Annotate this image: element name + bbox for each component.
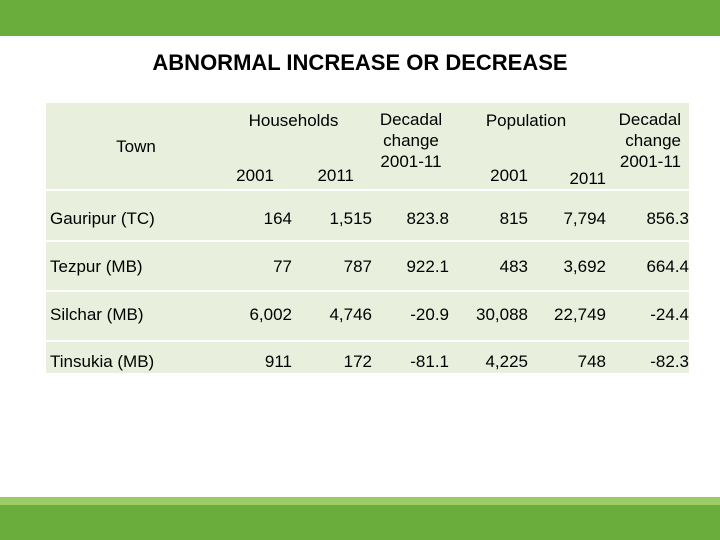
row-divider [46,290,689,292]
header-households: Households [248,111,339,130]
pop-2011-value: 22,749 [554,305,606,324]
hh-change-value: 922.1 [406,257,449,276]
town-name: Gauripur (TC) [50,209,155,228]
header-town: Town [116,137,156,156]
header-pop-2001: 2001 [490,166,528,185]
hh-change-value: -81.1 [410,352,449,371]
pop-2001-value: 483 [499,257,528,276]
hh-2011-value: 1,515 [329,209,372,228]
pop-2011-value: 3,692 [563,257,606,276]
bottom-accent-bar [0,505,720,540]
header-pop-decadal-change: Decadal change 2001-11 [618,110,681,171]
header-population: Population [485,111,567,130]
pop-2011-value: 7,794 [563,209,606,228]
top-accent-bar [0,0,720,36]
row-divider [46,240,689,242]
town-name: Tezpur (MB) [50,257,143,276]
hh-2011-value: 172 [343,352,372,371]
pop-2001-value: 4,225 [485,352,528,371]
header-pop-2011: 2011 [569,169,606,188]
hh-2001-value: 911 [264,352,292,371]
hh-2001-value: 77 [273,257,292,276]
hh-change-value: -20.9 [410,305,449,324]
header-hh-2011: 2011 [317,166,354,185]
header-hh-2001: 2001 [236,166,274,185]
pop-change-value: 856.3 [646,209,689,228]
pop-change-value: 664.4 [646,257,689,276]
hh-2011-value: 4,746 [329,305,372,324]
header-hh-decadal-change: Decadal change 2001-11 [379,110,443,171]
pop-2011-value: 748 [577,352,606,371]
slide-title: ABNORMAL INCREASE OR DECREASE [152,50,568,75]
pop-2001-value: 30,088 [476,305,528,324]
hh-2011-value: 787 [343,257,372,276]
hh-change-value: 823.8 [406,209,449,228]
bottom-accent-stripe [0,497,720,505]
hh-2001-value: 6,002 [249,305,292,324]
town-name: Tinsukia (MB) [50,352,155,371]
data-table: Town Households Decadal change 2001-11 P… [46,103,689,373]
pop-change-value: -24.4 [650,305,689,324]
pop-2001-value: 815 [499,209,528,228]
row-divider [46,340,689,342]
pop-change-value: -82.3 [650,352,689,371]
town-name: Silchar (MB) [50,305,144,324]
hh-2001-value: 164 [263,209,292,228]
row-divider [46,189,689,191]
